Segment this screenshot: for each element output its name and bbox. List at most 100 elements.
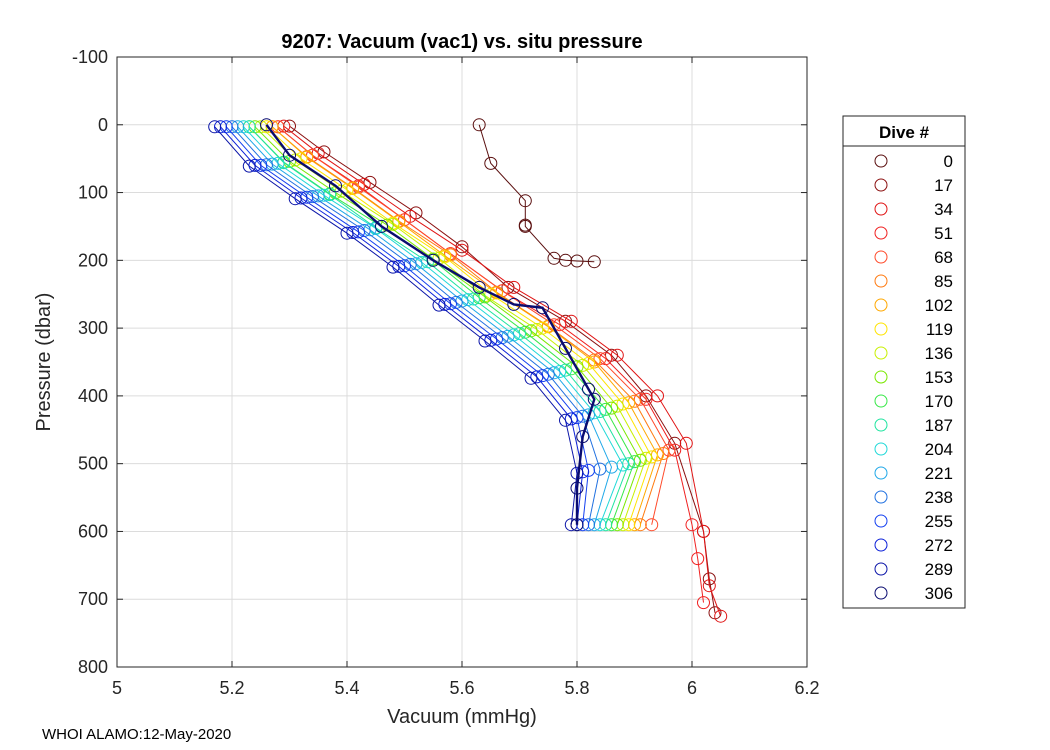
data-point: [679, 436, 693, 450]
data-point: [576, 430, 590, 444]
legend-label: 68: [934, 248, 953, 267]
legend-label: 0: [944, 152, 953, 171]
legend-entry: 306: [874, 584, 953, 603]
legend-marker: [874, 202, 888, 216]
y-axis-title: Pressure (dbar): [33, 293, 55, 432]
legend-marker: [874, 394, 888, 408]
legend-marker: [874, 466, 888, 480]
data-point: [386, 260, 400, 274]
legend-title: Dive #: [879, 123, 930, 142]
legend-box: [842, 115, 966, 609]
y-tick-label: 500: [78, 454, 108, 474]
data-point: [587, 255, 601, 269]
legend-entry: 119: [874, 320, 953, 339]
data-point: [530, 370, 544, 384]
legend-marker: [874, 586, 888, 600]
data-point: [587, 406, 601, 420]
legend-marker: [874, 298, 888, 312]
legend-label: 17: [934, 176, 953, 195]
x-tick-label: 6.2: [794, 678, 819, 698]
data-point: [702, 579, 716, 593]
legend-entry: 187: [874, 416, 953, 435]
x-tick-label: 5.6: [449, 678, 474, 698]
legend-label: 289: [925, 560, 953, 579]
legend-marker: [874, 562, 888, 576]
data-point: [610, 348, 624, 362]
chart-title: 9207: Vacuum (vac1) vs. situ pressure: [281, 31, 642, 53]
legend-entry: 153: [874, 368, 953, 387]
data-point: [570, 254, 584, 268]
y-tick-label: 800: [78, 657, 108, 677]
data-point: [518, 219, 532, 233]
legend-entry: 102: [874, 296, 953, 315]
data-point: [283, 148, 296, 162]
data-point: [559, 341, 572, 355]
legend-label: 34: [934, 200, 953, 219]
data-point: [484, 156, 498, 170]
legend: Dive # 0 17 34 51 68 85 102 119 136 153 170 187 204 2…: [842, 115, 966, 609]
data-point: [564, 314, 578, 328]
legend-label: 170: [925, 392, 953, 411]
data-point: [559, 413, 572, 427]
data-point: [622, 518, 636, 532]
legend-entry: 51: [874, 224, 953, 243]
legend-label: 85: [934, 272, 953, 291]
legend-marker: [874, 442, 888, 456]
y-tick-label: 0: [98, 115, 108, 135]
x-tick-label: 5.4: [334, 678, 359, 698]
legend-entry: 68: [874, 248, 953, 267]
series-line: [265, 124, 596, 525]
legend-entry: 255: [874, 512, 953, 531]
legend-marker: [874, 346, 888, 360]
data-point: [340, 226, 354, 240]
legend-marker: [874, 154, 888, 168]
legend-entry: 238: [874, 488, 953, 507]
data-point: [375, 219, 388, 233]
y-tick-label: 100: [78, 183, 108, 203]
data-point: [329, 179, 342, 193]
data-point: [242, 159, 256, 173]
data-point: [484, 287, 498, 301]
data-point: [570, 481, 584, 495]
y-tick-label: 700: [78, 589, 108, 609]
data-point: [518, 194, 532, 208]
x-axis-title: Vacuum (mmHg): [387, 706, 537, 728]
legend-label: 204: [925, 440, 953, 459]
legend-entry: 204: [874, 440, 953, 459]
data-point: [472, 280, 486, 294]
legend-entry: 170: [874, 392, 953, 411]
legend-entry: 85: [874, 272, 953, 291]
data-point: [260, 118, 273, 132]
data-point: [645, 518, 659, 532]
legend-label: 153: [925, 368, 953, 387]
legend-entry: 289: [874, 560, 953, 579]
series-dive-0: [472, 118, 601, 269]
x-tick-label: 6: [687, 678, 697, 698]
legend-marker: [874, 322, 888, 336]
legend-entry: 0: [874, 152, 953, 171]
legend-marker: [874, 274, 888, 288]
data-point: [582, 382, 595, 396]
y-tick-label: 300: [78, 318, 108, 338]
legend-entry: 136: [874, 344, 953, 363]
data-point: [587, 355, 601, 369]
y-tick-label: 200: [78, 250, 108, 270]
legend-marker: [874, 370, 888, 384]
series-dive-289: [208, 120, 584, 532]
data-point: [288, 192, 302, 206]
data-point: [691, 552, 705, 566]
y-tick-label: 400: [78, 386, 108, 406]
data-point: [697, 596, 710, 610]
series-layer: [208, 118, 728, 623]
data-point: [208, 120, 222, 134]
data-point: [616, 397, 630, 411]
data-point: [524, 371, 538, 385]
data-point: [432, 298, 446, 312]
data-point: [478, 334, 492, 348]
series-line: [478, 124, 595, 263]
x-tick-label: 5.2: [219, 678, 244, 698]
legend-label: 119: [926, 320, 953, 339]
legend-marker: [874, 178, 888, 192]
data-point: [685, 518, 699, 532]
